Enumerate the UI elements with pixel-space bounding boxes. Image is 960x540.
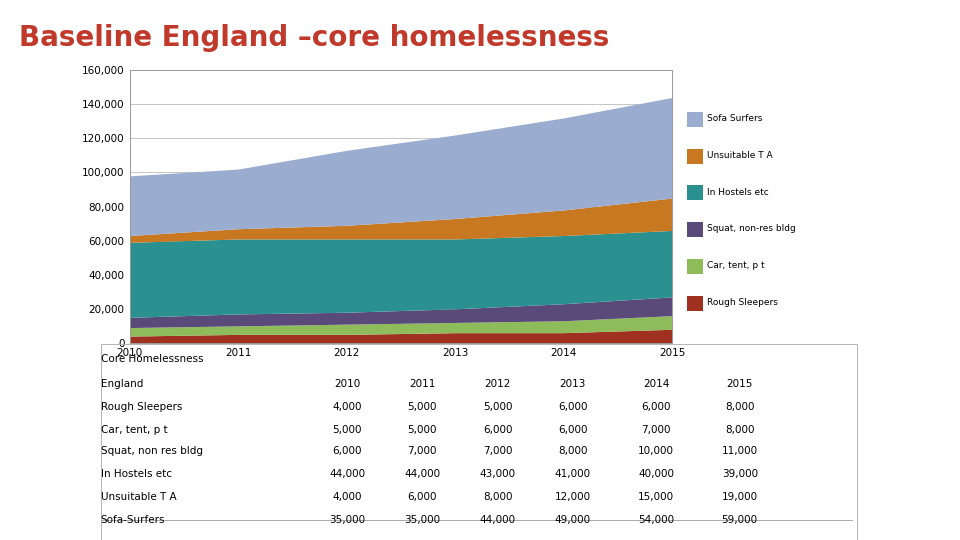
Text: England: England [101, 379, 143, 389]
Text: 59,000: 59,000 [722, 515, 757, 525]
Text: 5,000: 5,000 [483, 402, 513, 412]
Text: Squat, non res bldg: Squat, non res bldg [101, 446, 203, 456]
FancyBboxPatch shape [687, 185, 703, 200]
Text: 6,000: 6,000 [332, 446, 362, 456]
Text: 19,000: 19,000 [722, 492, 757, 502]
Text: Rough Sleepers: Rough Sleepers [101, 402, 182, 412]
Text: 6,000: 6,000 [641, 402, 671, 412]
Text: 7,000: 7,000 [641, 425, 671, 435]
Text: 2011: 2011 [409, 379, 436, 389]
Text: 39,000: 39,000 [722, 469, 757, 479]
Text: 4,000: 4,000 [332, 402, 362, 412]
FancyBboxPatch shape [687, 259, 703, 274]
Text: 8,000: 8,000 [725, 425, 755, 435]
Text: Unsuitable T A: Unsuitable T A [708, 151, 773, 160]
Text: 35,000: 35,000 [404, 515, 441, 525]
Text: 11,000: 11,000 [722, 446, 757, 456]
Text: 2010: 2010 [334, 379, 360, 389]
Text: 7,000: 7,000 [408, 446, 437, 456]
Text: 43,000: 43,000 [479, 469, 516, 479]
Text: 40,000: 40,000 [638, 469, 674, 479]
Text: 2014: 2014 [643, 379, 669, 389]
Text: 5,000: 5,000 [408, 425, 437, 435]
Text: 44,000: 44,000 [404, 469, 441, 479]
Text: 2015: 2015 [727, 379, 753, 389]
Text: Unsuitable T A: Unsuitable T A [101, 492, 177, 502]
Text: 8,000: 8,000 [725, 402, 755, 412]
FancyBboxPatch shape [687, 148, 703, 164]
Text: Car, tent, p t: Car, tent, p t [708, 261, 765, 271]
FancyBboxPatch shape [687, 296, 703, 311]
Text: 6,000: 6,000 [558, 402, 588, 412]
Text: Baseline England –core homelessness: Baseline England –core homelessness [19, 24, 610, 52]
Text: 5,000: 5,000 [408, 402, 437, 412]
Text: Rough Sleepers: Rough Sleepers [708, 298, 778, 307]
Text: 12,000: 12,000 [555, 492, 590, 502]
Text: 10,000: 10,000 [638, 446, 674, 456]
Text: 7,000: 7,000 [483, 446, 513, 456]
Text: 44,000: 44,000 [329, 469, 365, 479]
Text: 41,000: 41,000 [555, 469, 590, 479]
Text: 35,000: 35,000 [329, 515, 365, 525]
Text: 6,000: 6,000 [483, 425, 513, 435]
Text: Sofa Surfers: Sofa Surfers [708, 114, 762, 123]
Text: Sofa-Surfers: Sofa-Surfers [101, 515, 165, 525]
Text: 6,000: 6,000 [558, 425, 588, 435]
Text: 2012: 2012 [485, 379, 511, 389]
Text: Core Homelessness: Core Homelessness [101, 354, 204, 364]
Text: 8,000: 8,000 [558, 446, 588, 456]
Text: 6,000: 6,000 [408, 492, 437, 502]
Text: In Hostels etc: In Hostels etc [101, 469, 172, 479]
Text: In Hostels etc: In Hostels etc [708, 188, 769, 197]
Text: 44,000: 44,000 [479, 515, 516, 525]
Text: 2013: 2013 [560, 379, 586, 389]
FancyBboxPatch shape [687, 112, 703, 127]
Text: 54,000: 54,000 [638, 515, 674, 525]
Text: Car, tent, p t: Car, tent, p t [101, 425, 167, 435]
Text: 4,000: 4,000 [332, 492, 362, 502]
FancyBboxPatch shape [687, 222, 703, 237]
Text: 5,000: 5,000 [332, 425, 362, 435]
Text: 8,000: 8,000 [483, 492, 513, 502]
Text: 49,000: 49,000 [555, 515, 590, 525]
Text: 15,000: 15,000 [638, 492, 674, 502]
Text: Squat, non-res bldg: Squat, non-res bldg [708, 225, 796, 233]
